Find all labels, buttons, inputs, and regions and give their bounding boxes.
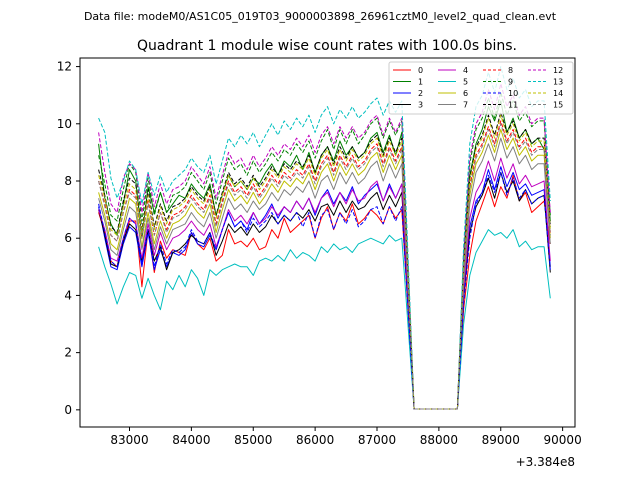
x-tick-label: 86000 [296, 433, 334, 447]
series-line-9 [98, 91, 551, 410]
legend-label-9: 9 [508, 78, 513, 87]
series-line-5 [98, 229, 551, 410]
legend-label-13: 13 [553, 78, 563, 87]
series-line-12 [98, 83, 551, 410]
chart-title: Quadrant 1 module wise count rates with … [137, 38, 517, 54]
x-tick-label: 88000 [420, 433, 458, 447]
y-tick-label: 2 [64, 346, 72, 360]
y-tick-label: 0 [64, 403, 72, 417]
legend-label-7: 7 [463, 101, 468, 110]
series-line-15 [98, 123, 551, 410]
x-axis-offset-label: +3.384e8 [516, 455, 575, 469]
y-tick-label: 4 [64, 288, 72, 302]
x-tick-label: 89000 [482, 433, 520, 447]
series-line-11 [98, 111, 551, 410]
x-tick-label: 83000 [110, 433, 148, 447]
axis-ticks: 83000 84000 85000 86000 87000 88000 89000 90000… [57, 60, 582, 447]
series-line-7 [98, 137, 551, 410]
legend-label-5: 5 [463, 78, 468, 87]
legend-label-2: 2 [418, 89, 423, 98]
legend-label-3: 3 [418, 101, 423, 110]
legend-label-8: 8 [508, 66, 513, 75]
series-line-10 [98, 171, 551, 410]
legend-label-4: 4 [463, 66, 468, 75]
legend-label-0: 0 [418, 66, 423, 75]
series-line-4 [98, 157, 551, 410]
y-tick-label: 8 [64, 174, 72, 188]
legend-label-1: 1 [418, 78, 423, 87]
y-tick-label: 10 [57, 117, 72, 131]
legend-label-14: 14 [553, 89, 563, 98]
x-tick-label: 84000 [172, 433, 210, 447]
series-line-14 [98, 114, 551, 410]
axes-frame [79, 57, 576, 428]
series-line-1 [98, 100, 551, 410]
legend-label-11: 11 [508, 101, 518, 110]
legend-label-6: 6 [463, 89, 468, 98]
series-line-3 [98, 171, 551, 410]
figure-suptitle: Data file: modeM0/AS1C05_019T03_90000038… [84, 10, 557, 23]
plot-area [98, 66, 551, 410]
y-tick-label: 12 [57, 60, 72, 74]
legend-label-10: 10 [508, 89, 518, 98]
x-tick-label: 85000 [234, 433, 272, 447]
legend-box [388, 61, 574, 115]
legend-label-12: 12 [553, 66, 563, 75]
x-tick-label: 90000 [544, 433, 582, 447]
legend-label-15: 15 [553, 101, 563, 110]
series-line-6 [98, 129, 551, 410]
x-tick-label: 87000 [358, 433, 396, 447]
y-tick-label: 6 [64, 231, 72, 245]
series-line-2 [98, 166, 551, 410]
series-line-8 [98, 120, 551, 410]
